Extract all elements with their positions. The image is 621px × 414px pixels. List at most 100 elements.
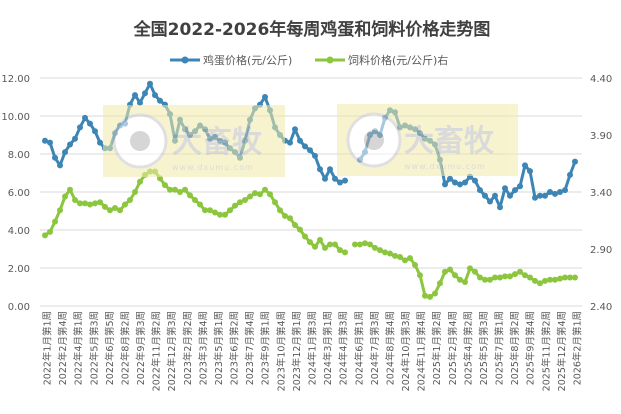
data-point xyxy=(42,232,48,239)
data-point xyxy=(292,126,298,133)
data-point xyxy=(562,274,568,281)
data-point xyxy=(552,190,558,197)
data-point xyxy=(502,185,508,192)
data-point xyxy=(232,202,238,209)
data-point xyxy=(492,274,498,281)
data-point xyxy=(297,137,303,144)
data-point xyxy=(97,199,103,206)
data-point xyxy=(82,200,88,207)
legend-item-egg[interactable]: 鸡蛋价格(元/公斤) xyxy=(170,53,292,67)
data-point xyxy=(427,293,433,300)
legend-label-egg: 鸡蛋价格(元/公斤) xyxy=(203,53,292,67)
data-point xyxy=(517,268,523,275)
x-tick-label: 2024年1月第3周 xyxy=(307,311,319,385)
data-point xyxy=(302,143,308,150)
x-tick-label: 2022年2月第4周 xyxy=(57,311,69,385)
data-point xyxy=(297,226,303,233)
x-tick-label: 2025年1月第2周 xyxy=(431,311,443,385)
data-point xyxy=(392,252,398,259)
data-point xyxy=(337,179,343,186)
data-point xyxy=(77,124,83,131)
data-point xyxy=(482,192,488,199)
y-right-tick-label: 2.40 xyxy=(590,302,612,313)
data-point xyxy=(552,276,558,283)
data-point xyxy=(207,207,213,214)
y-left-tick-label: 0.00 xyxy=(8,302,30,313)
data-point xyxy=(452,272,458,279)
x-tick-label: 2024年10月第3周 xyxy=(400,311,412,391)
data-point xyxy=(72,135,78,142)
x-tick-label: 2022年9月第3周 xyxy=(135,311,147,385)
data-point xyxy=(322,175,328,182)
data-point xyxy=(377,247,383,254)
chart-title: 全国2022-2026年每周鸡蛋和饲料价格走势图 xyxy=(133,19,491,40)
data-point xyxy=(282,212,288,219)
data-point xyxy=(217,211,223,218)
data-point xyxy=(482,276,488,283)
data-point xyxy=(277,207,283,214)
x-tick-label: 2022年12月第3周 xyxy=(166,311,178,391)
data-point xyxy=(112,204,118,211)
data-point xyxy=(562,187,568,194)
data-point xyxy=(242,196,248,203)
watermark-url: www.dxumu.com xyxy=(172,163,254,172)
data-point xyxy=(542,277,548,284)
legend: 鸡蛋价格(元/公斤) 饲料价格(元/公斤)右 xyxy=(170,53,448,67)
data-point xyxy=(47,228,53,235)
data-point xyxy=(462,279,468,286)
legend-item-feed[interactable]: 饲料价格(元/公斤)右 xyxy=(315,53,448,67)
data-point xyxy=(567,171,573,178)
data-point xyxy=(182,186,188,193)
data-point xyxy=(437,280,443,287)
data-point xyxy=(107,207,113,214)
x-tick-label: 2023年12月第1周 xyxy=(291,311,303,391)
data-point xyxy=(362,240,368,247)
data-point xyxy=(167,186,173,193)
data-point xyxy=(132,92,138,99)
data-point xyxy=(237,199,243,206)
x-tick-label: 2022年1月第1周 xyxy=(42,311,54,385)
data-point xyxy=(202,207,208,214)
data-point xyxy=(502,273,508,280)
data-point xyxy=(397,253,403,260)
data-point xyxy=(537,192,543,199)
data-point xyxy=(557,189,563,195)
x-tick-label: 2022年8月第2周 xyxy=(119,311,131,385)
data-point xyxy=(292,222,298,229)
x-tick-label: 2023年7月第4周 xyxy=(244,311,256,385)
data-point xyxy=(227,207,233,214)
data-point xyxy=(327,241,333,248)
data-point xyxy=(457,181,463,188)
data-point xyxy=(352,241,358,248)
data-point xyxy=(572,158,578,165)
watermark-url: www.dxumu.com xyxy=(404,162,486,171)
y-axis-left: 0.00 2.00 4.00 6.00 8.00 10.00 12.00 xyxy=(1,74,30,313)
data-point xyxy=(312,152,318,159)
data-point xyxy=(47,139,53,146)
data-point xyxy=(152,92,158,99)
data-point xyxy=(557,275,563,282)
data-point xyxy=(422,292,428,299)
x-tick-label: 2024年3月第1周 xyxy=(322,311,334,385)
data-point xyxy=(287,215,293,222)
y-left-tick-label: 4.00 xyxy=(8,226,30,237)
data-point xyxy=(342,177,348,184)
data-point xyxy=(157,97,163,104)
data-point xyxy=(542,192,548,199)
watermark-2: 大畜牧 www.dxumu.com xyxy=(337,104,518,176)
data-point xyxy=(302,233,308,240)
y-left-tick-label: 10.00 xyxy=(1,112,30,123)
data-point xyxy=(307,147,313,154)
x-tick-label: 2025年12月第4周 xyxy=(556,311,568,391)
data-point xyxy=(97,139,103,146)
data-point xyxy=(132,189,138,195)
data-point xyxy=(137,178,143,185)
data-point xyxy=(262,94,268,100)
x-tick-label: 2025年5月第3周 xyxy=(478,311,490,385)
data-point xyxy=(572,274,578,281)
data-point xyxy=(497,204,503,211)
data-point xyxy=(197,201,203,208)
data-point xyxy=(512,271,518,278)
data-point xyxy=(452,179,458,186)
series-feed xyxy=(42,168,578,300)
